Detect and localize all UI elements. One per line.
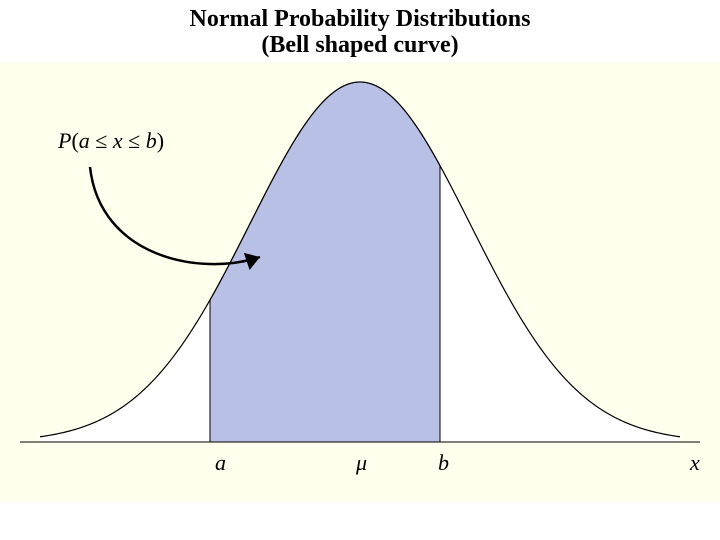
prob-a: a (79, 128, 90, 153)
axis-label-a: a (215, 450, 226, 476)
prob-P: P (58, 128, 71, 153)
title-line-2: (Bell shaped curve) (0, 32, 720, 59)
axis-label-b: b (438, 450, 449, 476)
axis-label-x: x (690, 450, 700, 476)
prob-open: ( (71, 128, 78, 153)
curve-fill-right (440, 166, 680, 442)
prob-le2: ≤ (123, 128, 146, 153)
pointer-arrow (90, 167, 260, 264)
prob-le1: ≤ (90, 128, 113, 153)
curve-fill-left (40, 300, 210, 442)
title-line-1: Normal Probability Distributions (0, 6, 720, 33)
prob-x: x (113, 128, 123, 153)
axis-label-mu: μ (356, 450, 367, 476)
prob-b: b (146, 128, 157, 153)
prob-close: ) (157, 128, 164, 153)
probability-expression: P(a ≤ x ≤ b) (58, 128, 164, 154)
